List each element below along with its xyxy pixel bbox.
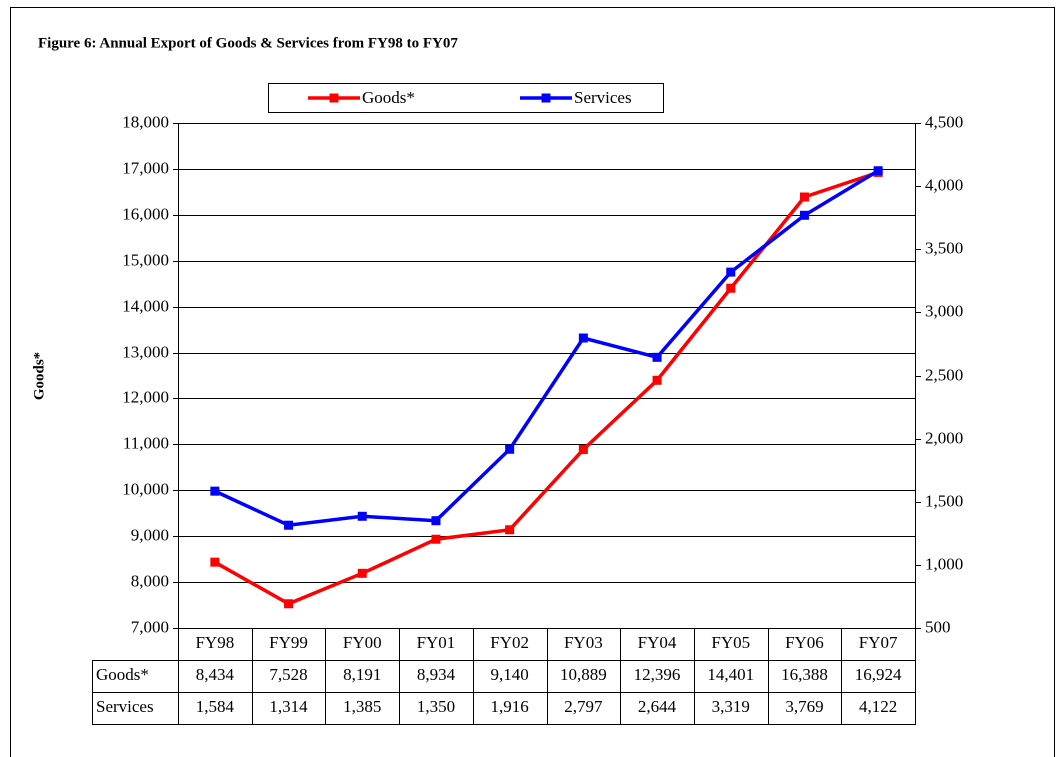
data-point	[578, 444, 588, 454]
table-cell: 12,396	[634, 665, 681, 684]
table-cell: 4,122	[859, 697, 897, 716]
data-point	[284, 599, 294, 609]
x-tick-label: FY99	[269, 633, 308, 652]
x-tick-label: FY02	[490, 633, 529, 652]
x-tick-label: FY05	[711, 633, 750, 652]
y-tick-label: 16,000	[122, 204, 169, 223]
y-tick-label: 7,000	[131, 617, 169, 636]
data-point	[505, 525, 515, 535]
y-tick-label: 18,000	[122, 112, 169, 131]
data-point	[357, 568, 367, 578]
table-row-label: Goods*	[96, 665, 149, 684]
table-cell: 1,350	[417, 697, 455, 716]
y2-tick-label: 2,000	[925, 428, 963, 447]
x-tick-label: FY07	[859, 633, 898, 652]
table-cell: 2,644	[638, 697, 677, 716]
data-point	[799, 210, 809, 220]
y-tick-label: 17,000	[122, 158, 169, 177]
data-point	[431, 534, 441, 544]
table-cell: 8,934	[417, 665, 456, 684]
y-tick-label: 12,000	[122, 387, 169, 406]
table-cell: 1,916	[491, 697, 529, 716]
y-tick-label: 8,000	[131, 571, 169, 590]
table-cell: 9,140	[491, 665, 529, 684]
table-cell: 2,797	[564, 697, 603, 716]
x-tick-label: FY03	[564, 633, 603, 652]
plot-area	[178, 123, 916, 629]
y2-tick-label: 1,000	[925, 554, 963, 573]
table-row-label: Services	[96, 697, 154, 716]
data-point	[652, 352, 662, 362]
y-axis-label: Goods*	[31, 352, 47, 400]
y-tick-label: 14,000	[122, 296, 169, 315]
legend-marker	[329, 93, 339, 103]
x-tick-label: FY01	[417, 633, 456, 652]
data-point	[726, 283, 736, 293]
y-tick-label: 9,000	[131, 525, 169, 544]
legend-label: Services	[574, 88, 632, 107]
data-point	[578, 333, 588, 343]
table-cell: 10,889	[560, 665, 607, 684]
y2-tick-label: 4,500	[925, 112, 963, 131]
table-cell: 14,401	[707, 665, 754, 684]
y2-tick-label: 2,500	[925, 365, 963, 384]
x-tick-label: FY06	[785, 633, 824, 652]
y-tick-label: 11,000	[123, 433, 169, 452]
table-cell: 8,191	[343, 665, 381, 684]
y2-tick-label: 3,000	[925, 301, 963, 320]
frame	[10, 7, 1055, 757]
y2-tick-label: 3,500	[925, 238, 963, 257]
data-point	[726, 267, 736, 277]
data-point	[505, 444, 515, 454]
y2-tick-label: 4,000	[925, 175, 963, 194]
data-point	[210, 486, 220, 496]
table-cell: 16,388	[781, 665, 828, 684]
y-tick-label: 10,000	[122, 479, 169, 498]
y-tick-label: 13,000	[122, 342, 169, 361]
table-cell: 3,319	[712, 697, 750, 716]
x-tick-label: FY98	[195, 633, 234, 652]
legend-label: Goods*	[362, 88, 415, 107]
table-cell: 3,769	[785, 697, 823, 716]
data-point	[357, 511, 367, 521]
y-tick-label: 15,000	[122, 250, 169, 269]
data-point	[210, 557, 220, 567]
x-tick-label: FY04	[638, 633, 677, 652]
table-cell: 8,434	[196, 665, 235, 684]
data-point	[284, 520, 294, 530]
series-line	[214, 169, 880, 528]
y2-tick-label: 500	[925, 617, 951, 636]
table-cell: 1,314	[269, 697, 308, 716]
data-point	[431, 516, 441, 526]
table-cell: 16,924	[855, 665, 902, 684]
legend	[268, 83, 664, 113]
legend-marker	[541, 93, 551, 103]
data-point	[873, 166, 883, 176]
x-tick-label: FY00	[343, 633, 382, 652]
table-cell: 7,528	[269, 665, 307, 684]
data-point	[652, 375, 662, 385]
chart-title: Figure 6: Annual Export of Goods & Servi…	[38, 35, 458, 51]
table-cell: 1,584	[196, 697, 235, 716]
data-point	[799, 192, 809, 202]
table-cell: 1,385	[343, 697, 381, 716]
y2-tick-label: 1,500	[925, 491, 963, 510]
